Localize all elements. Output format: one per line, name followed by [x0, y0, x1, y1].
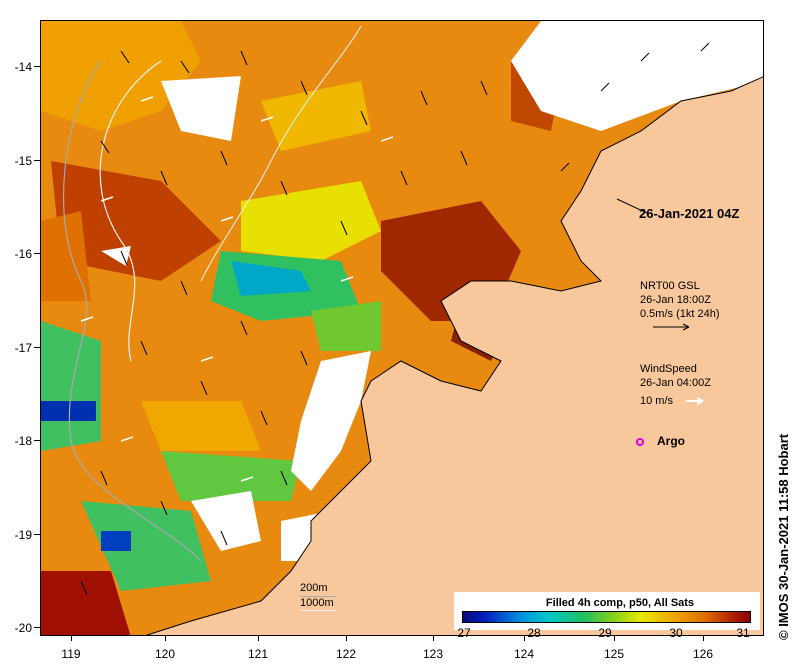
x-tick-label: 120: [154, 647, 176, 661]
sst-map: [41, 21, 763, 635]
x-tick-label: 123: [422, 647, 444, 661]
x-tick: [614, 636, 615, 641]
contour-200m-swatch: [300, 596, 336, 597]
current-vectors: [80, 42, 710, 596]
current-legend-title: NRT00 GSL: [640, 280, 700, 292]
x-tick-label: 122: [335, 647, 357, 661]
wind-legend-scale: 10 m/s: [640, 395, 674, 407]
y-tick: [34, 160, 40, 161]
x-tick-label: 121: [247, 647, 269, 661]
y-tick-label: -15: [14, 154, 32, 168]
y-tick: [34, 534, 40, 535]
x-tick-label: 119: [61, 647, 81, 661]
x-tick: [524, 636, 525, 641]
y-tick-label: -16: [14, 247, 32, 261]
colorbar-label: 28: [527, 626, 541, 640]
colorbar-label: 31: [736, 626, 750, 640]
x-tick: [258, 636, 259, 641]
x-tick: [165, 636, 166, 641]
x-tick-label: 125: [603, 647, 625, 661]
contour-1000m-label: 1000m: [300, 597, 334, 609]
y-tick: [34, 440, 40, 441]
y-tick: [34, 627, 40, 628]
colorbar-label: 30: [669, 626, 683, 640]
x-tick: [346, 636, 347, 641]
credit-label: © IMOS 30-Jan-2021 11:58 Hobart: [776, 433, 791, 640]
colorbar-title: Filled 4h comp, p50, All Sats: [545, 597, 695, 609]
wind-vectors: [80, 96, 394, 482]
contour-200m-label: 200m: [300, 582, 328, 594]
legend-arrows: [616, 198, 704, 405]
y-tick-label: -17: [14, 341, 32, 355]
x-tick-label: 124: [513, 647, 535, 661]
wind-legend-time: 26-Jan 04:00Z: [640, 377, 711, 389]
y-tick: [34, 66, 40, 67]
wind-legend-title: WindSpeed: [640, 363, 697, 375]
y-tick-label: -18: [14, 434, 32, 448]
current-legend-time: 26-Jan 18:00Z: [640, 294, 711, 306]
y-tick-label: -14: [14, 60, 32, 74]
argo-marker: [636, 438, 644, 446]
y-tick: [34, 347, 40, 348]
y-tick: [34, 253, 40, 254]
y-tick-label: -19: [14, 528, 32, 542]
colorbar-label: 27: [457, 626, 471, 640]
x-tick: [71, 636, 72, 641]
x-tick: [703, 636, 704, 641]
map-panel[interactable]: [40, 20, 764, 636]
x-tick-label: 126: [692, 647, 714, 661]
contour-1000m-b: [200, 25, 362, 282]
land: [145, 76, 763, 635]
contour-1000m-swatch: [300, 610, 336, 611]
argo-label: Argo: [657, 434, 685, 448]
current-legend-scale: 0.5m/s (1kt 24h): [640, 308, 720, 320]
contour-200m: [62, 60, 202, 562]
contour-1000m: [99, 60, 162, 362]
y-tick-label: -20: [14, 621, 32, 635]
x-tick: [433, 636, 434, 641]
colorbar: [462, 611, 751, 623]
timestamp-label: 26-Jan-2021 04Z: [639, 206, 740, 221]
colorbar-label: 29: [598, 626, 612, 640]
